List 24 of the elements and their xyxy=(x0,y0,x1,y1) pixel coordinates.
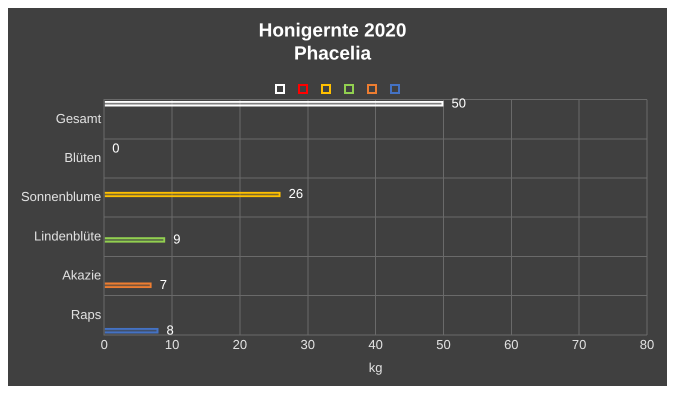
y-tick-label: Gesamt xyxy=(56,110,102,126)
y-tick-label: Akazie xyxy=(62,268,102,283)
x-tick-label: 70 xyxy=(572,337,586,352)
x-tick-label: 10 xyxy=(164,337,180,352)
data-label: 8 xyxy=(166,322,174,338)
x-tick-label: 30 xyxy=(300,337,315,352)
x-tick-label: 20 xyxy=(232,337,248,352)
data-label: 7 xyxy=(160,276,167,292)
chart-subtitle: Phacelia xyxy=(294,43,372,64)
x-tick-label: 0 xyxy=(100,337,108,352)
data-label: 50 xyxy=(451,95,466,110)
x-tick-label: 40 xyxy=(368,337,383,352)
data-label: 0 xyxy=(112,140,120,156)
y-tick-label: Blüten xyxy=(64,150,102,165)
y-tick-label: Lindenblüte xyxy=(34,228,102,244)
x-tick-label: 80 xyxy=(640,337,654,352)
x-tick-label: 50 xyxy=(436,337,451,352)
x-axis-title: kg xyxy=(368,360,382,375)
y-tick-label: Sonnenblume xyxy=(20,189,102,204)
data-label: 26 xyxy=(288,186,304,202)
chart-title: Honigernte 2020 xyxy=(258,20,406,42)
y-tick-label: Raps xyxy=(70,306,102,322)
x-tick-label: 60 xyxy=(504,337,519,352)
data-label: 9 xyxy=(173,231,181,246)
